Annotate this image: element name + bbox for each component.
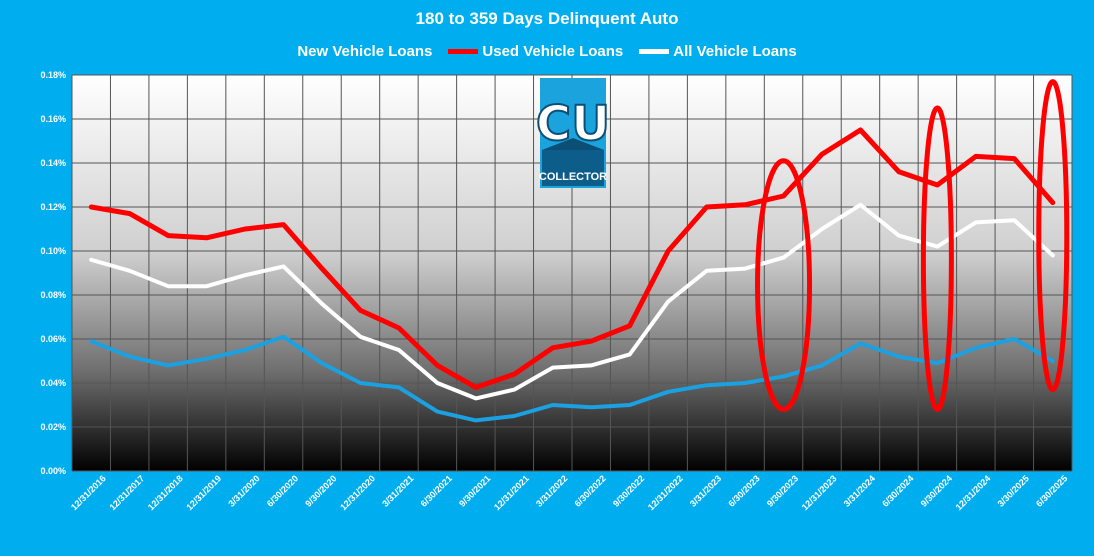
x-tick-label: 12/31/2022	[646, 473, 685, 512]
x-tick-label: 9/30/2021	[457, 473, 492, 508]
legend-label-all: All Vehicle Loans	[673, 43, 797, 60]
y-tick-label: 0.04%	[40, 378, 66, 388]
x-tick-label: 6/30/2023	[726, 473, 761, 508]
x-tick-label: 12/31/2019	[184, 473, 223, 512]
x-tick-label: 6/30/2020	[265, 473, 300, 508]
logo-caption: COLLECTOR	[539, 171, 607, 183]
x-tick-label: 9/30/2020	[303, 473, 338, 508]
legend-swatch-used	[448, 49, 479, 54]
legend-label-new: New Vehicle Loans	[297, 43, 433, 60]
x-axis-labels: 12/31/2016 12/31/2017 12/31/2018 12/31/2019…	[69, 473, 1069, 512]
y-tick-label: 0.14%	[40, 158, 66, 168]
x-tick-label: 3/31/2020	[226, 473, 261, 508]
x-tick-label: 12/31/2024	[954, 473, 993, 512]
highlight-ellipses	[755, 79, 1070, 412]
x-tick-label: 3/31/2023	[688, 473, 723, 508]
legend-item-new: New Vehicle Loans	[297, 43, 432, 60]
x-tick-label: 6/30/2022	[572, 473, 607, 508]
y-tick-label: 0.02%	[40, 422, 66, 432]
legend-swatch-all	[639, 49, 670, 54]
cu-collector-logo: CU COLLECTOR	[535, 78, 611, 188]
chart-title: 180 to 359 Days Delinquent Auto	[415, 9, 679, 28]
highlight-ellipse	[755, 158, 813, 412]
legend-item-used: Used Vehicle Loans	[440, 43, 623, 60]
x-tick-label: 12/31/2016	[69, 473, 108, 512]
x-tick-label: 3/30/2025	[996, 473, 1031, 508]
x-tick-label: 6/30/2021	[419, 473, 454, 508]
series-line-new-vehicle-loans	[89, 334, 1055, 423]
y-tick-label: 0.12%	[40, 202, 66, 212]
chart-legend: New Vehicle Loans Used Vehicle Loans All…	[0, 43, 1094, 60]
y-axis-labels: 0.00% 0.02% 0.04% 0.06% 0.08% 0.10% 0.12% 0.14%…	[40, 70, 66, 476]
y-tick-label: 0.06%	[40, 334, 66, 344]
series-lines	[88, 127, 1056, 423]
x-tick-label: 12/31/2020	[338, 473, 377, 512]
highlight-ellipse	[920, 105, 954, 412]
y-tick-label: 0.16%	[40, 114, 66, 124]
x-tick-label: 12/31/2017	[107, 473, 146, 512]
y-tick-label: 0.08%	[40, 290, 66, 300]
x-tick-label: 3/31/2024	[842, 473, 877, 508]
logo-letters: CU	[536, 96, 610, 152]
x-tick-label: 12/31/2023	[800, 473, 839, 512]
x-tick-label: 6/30/2025	[1034, 473, 1069, 508]
x-tick-label: 9/30/2023	[765, 473, 800, 508]
y-tick-label: 0.10%	[40, 246, 66, 256]
y-tick-label: 0.18%	[40, 70, 66, 80]
legend-item-all: All Vehicle Loans	[631, 43, 797, 60]
highlight-ellipse	[1036, 79, 1070, 393]
x-tick-label: 9/30/2024	[919, 473, 954, 508]
x-tick-label: 6/30/2024	[880, 473, 915, 508]
legend-label-used: Used Vehicle Loans	[482, 43, 624, 60]
y-tick-label: 0.00%	[40, 466, 66, 476]
x-tick-label: 3/31/2021	[380, 473, 415, 508]
x-tick-label: 12/31/2021	[492, 473, 531, 512]
x-tick-label: 12/31/2018	[146, 473, 185, 512]
x-tick-label: 3/31/2022	[534, 473, 569, 508]
series-line-all-vehicle-loans	[89, 202, 1055, 401]
series-line-used-vehicle-loans	[88, 127, 1056, 390]
x-tick-label: 9/30/2022	[611, 473, 646, 508]
